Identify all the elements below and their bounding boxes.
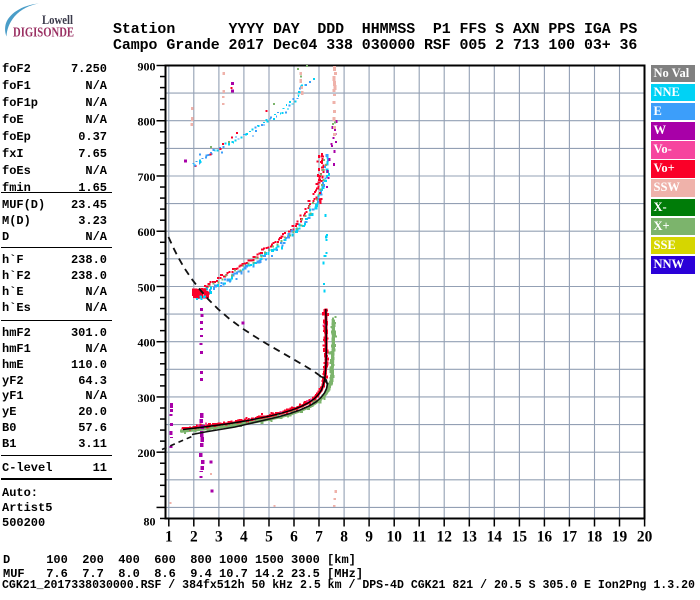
svg-text:200: 200 [138, 446, 156, 460]
svg-text:700: 700 [138, 170, 156, 184]
svg-text:1: 1 [165, 529, 173, 546]
svg-text:16: 16 [537, 529, 553, 546]
svg-text:12: 12 [437, 529, 453, 546]
svg-text:2: 2 [190, 529, 198, 546]
svg-text:900: 900 [138, 60, 156, 74]
svg-text:600: 600 [138, 225, 156, 239]
svg-text:3: 3 [215, 529, 223, 546]
svg-text:14: 14 [487, 529, 503, 546]
svg-text:DIGISONDE: DIGISONDE [13, 25, 74, 40]
svg-text:9: 9 [365, 529, 373, 546]
svg-text:8: 8 [340, 529, 348, 546]
svg-text:5: 5 [265, 529, 273, 546]
svg-text:18: 18 [587, 529, 603, 546]
svg-text:11: 11 [412, 529, 427, 546]
svg-text:13: 13 [462, 529, 478, 546]
svg-text:4: 4 [240, 529, 248, 546]
svg-text:15: 15 [512, 529, 528, 546]
svg-text:19: 19 [612, 529, 628, 546]
svg-text:80: 80 [144, 515, 156, 529]
svg-text:10: 10 [387, 529, 403, 546]
svg-text:400: 400 [138, 336, 156, 350]
svg-text:500: 500 [138, 281, 156, 295]
svg-text:7: 7 [315, 529, 323, 546]
svg-text:6: 6 [290, 529, 298, 546]
svg-text:Lowell: Lowell [42, 13, 73, 27]
svg-text:20: 20 [637, 529, 653, 546]
svg-text:800: 800 [138, 115, 156, 129]
svg-text:300: 300 [138, 391, 156, 405]
svg-text:17: 17 [562, 529, 578, 546]
